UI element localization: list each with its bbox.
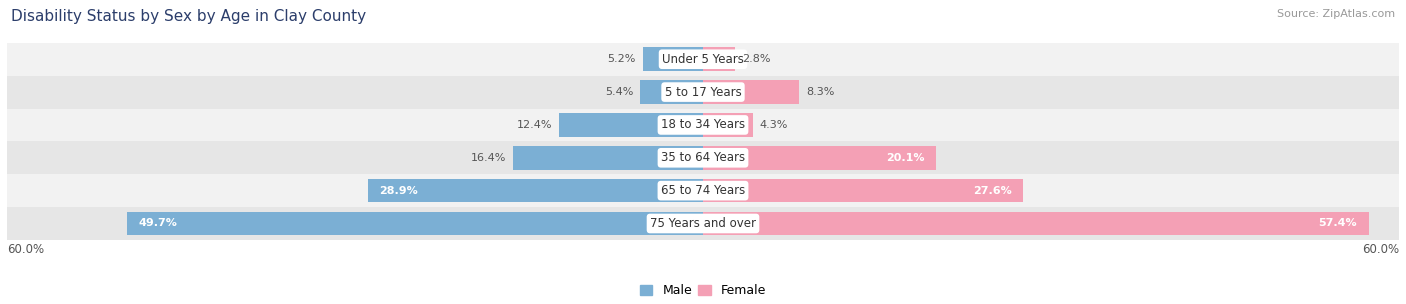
Text: 27.6%: 27.6%: [973, 186, 1011, 196]
Text: 49.7%: 49.7%: [138, 219, 177, 229]
Text: 18 to 34 Years: 18 to 34 Years: [661, 119, 745, 131]
Bar: [7, 141, 1399, 174]
Bar: [7, 43, 1399, 76]
Bar: [643, 47, 703, 71]
Text: 5.4%: 5.4%: [605, 87, 633, 97]
Bar: [7, 174, 1399, 207]
Text: 20.1%: 20.1%: [886, 153, 925, 163]
Bar: [640, 80, 703, 104]
Text: Under 5 Years: Under 5 Years: [662, 53, 744, 66]
Bar: [703, 179, 1024, 202]
Text: 57.4%: 57.4%: [1319, 219, 1357, 229]
Bar: [7, 207, 1399, 240]
Bar: [513, 146, 703, 170]
Legend: Male, Female: Male, Female: [636, 279, 770, 302]
Bar: [703, 47, 735, 71]
Bar: [7, 76, 1399, 109]
Text: 16.4%: 16.4%: [471, 153, 506, 163]
Text: Source: ZipAtlas.com: Source: ZipAtlas.com: [1277, 9, 1395, 19]
Bar: [7, 109, 1399, 141]
Text: 60.0%: 60.0%: [7, 243, 44, 256]
Text: Disability Status by Sex by Age in Clay County: Disability Status by Sex by Age in Clay …: [11, 9, 367, 24]
Bar: [703, 113, 752, 137]
Bar: [560, 113, 703, 137]
Text: 5 to 17 Years: 5 to 17 Years: [665, 86, 741, 98]
Text: 2.8%: 2.8%: [742, 54, 770, 64]
Bar: [127, 212, 703, 235]
Text: 65 to 74 Years: 65 to 74 Years: [661, 184, 745, 197]
Text: 28.9%: 28.9%: [380, 186, 418, 196]
Bar: [703, 212, 1369, 235]
Text: 12.4%: 12.4%: [517, 120, 553, 130]
Text: 35 to 64 Years: 35 to 64 Years: [661, 151, 745, 164]
Bar: [368, 179, 703, 202]
Text: 75 Years and over: 75 Years and over: [650, 217, 756, 230]
Text: 5.2%: 5.2%: [607, 54, 636, 64]
Bar: [703, 146, 936, 170]
Bar: [703, 80, 799, 104]
Text: 4.3%: 4.3%: [759, 120, 789, 130]
Text: 60.0%: 60.0%: [1362, 243, 1399, 256]
Text: 8.3%: 8.3%: [806, 87, 835, 97]
